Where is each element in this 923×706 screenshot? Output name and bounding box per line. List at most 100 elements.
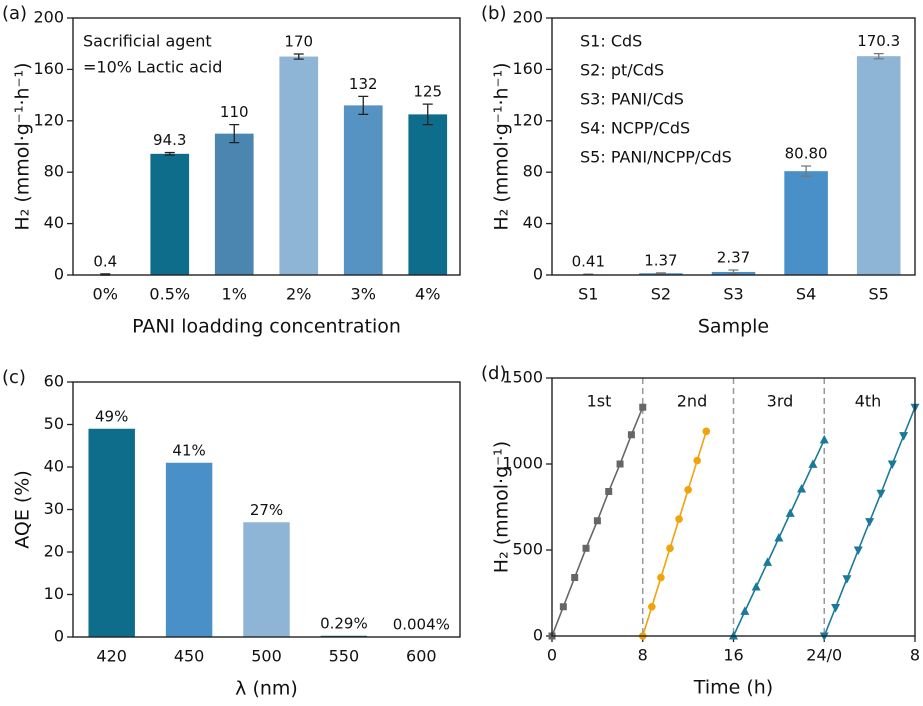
error-bar bbox=[164, 151, 175, 156]
x-tick-label: 500 bbox=[251, 647, 282, 666]
y-tick-label: 30 bbox=[44, 499, 64, 518]
y-tick-label: 50 bbox=[44, 414, 64, 433]
bar bbox=[343, 105, 383, 275]
y-axis-label: H₂ (mmol·g⁻¹) bbox=[491, 441, 513, 573]
value-label: 110 bbox=[220, 103, 249, 121]
bar bbox=[150, 153, 190, 275]
marker bbox=[648, 602, 656, 611]
error-bar bbox=[358, 95, 369, 116]
x-axis-label: PANI loadding concentration bbox=[132, 316, 401, 338]
panel-label: (c) bbox=[2, 367, 26, 388]
marker bbox=[899, 432, 909, 441]
marker bbox=[853, 546, 863, 555]
x-tick-label: 420 bbox=[96, 647, 127, 666]
y-tick-label: 10 bbox=[44, 584, 64, 603]
y-tick-label: 80 bbox=[523, 162, 543, 181]
marker bbox=[763, 557, 773, 566]
x-tick-label: 0 bbox=[547, 646, 557, 665]
bar bbox=[784, 171, 828, 275]
y-axis-label: H₂ (mmol·g⁻¹·h⁻¹) bbox=[12, 62, 34, 230]
error-bar bbox=[293, 53, 304, 60]
annotation: S1: CdS bbox=[580, 32, 642, 51]
series-line bbox=[641, 431, 708, 637]
marker bbox=[751, 581, 761, 591]
annotation: Sacrificial agent bbox=[83, 32, 212, 51]
annotation: S5: PANI/NCPP/CdS bbox=[580, 148, 732, 167]
marker bbox=[729, 631, 738, 640]
marker bbox=[785, 508, 795, 517]
marker bbox=[797, 483, 807, 493]
annotation: S4: NCPP/CdS bbox=[580, 119, 690, 138]
y-tick-label: 80 bbox=[44, 162, 64, 181]
value-label: 49% bbox=[95, 407, 128, 425]
x-tick-label: 8 bbox=[910, 646, 920, 665]
marker bbox=[740, 606, 750, 615]
value-label: 1.37 bbox=[644, 251, 677, 269]
value-label: 170 bbox=[284, 32, 313, 50]
marker bbox=[616, 460, 624, 468]
y-tick-label: 0 bbox=[533, 265, 543, 284]
marker bbox=[605, 488, 613, 496]
y-tick-label: 160 bbox=[33, 59, 64, 78]
annotation: =10% Lactic acid bbox=[83, 58, 222, 77]
marker bbox=[702, 427, 711, 436]
plot-frame bbox=[551, 17, 916, 276]
marker bbox=[876, 489, 886, 499]
value-label: 125 bbox=[413, 83, 442, 101]
x-tick-label: S2 bbox=[651, 285, 671, 304]
bar bbox=[279, 56, 319, 275]
y-tick-label: 1500 bbox=[502, 368, 543, 387]
y-tick-label: 0 bbox=[533, 626, 543, 645]
x-tick-label: 0% bbox=[93, 285, 118, 304]
panel-label: (d) bbox=[481, 363, 506, 384]
y-tick-label: 120 bbox=[512, 110, 543, 129]
y-axis-label: AQE (%) bbox=[12, 470, 34, 549]
marker bbox=[639, 403, 647, 411]
marker bbox=[831, 603, 841, 613]
bar bbox=[214, 133, 254, 275]
x-tick-label: S3 bbox=[723, 285, 743, 304]
x-tick-label: S4 bbox=[796, 285, 816, 304]
error-bar bbox=[655, 272, 666, 275]
value-label: 0.4 bbox=[93, 252, 117, 270]
y-tick-label: 20 bbox=[44, 542, 64, 561]
value-label: 27% bbox=[250, 501, 283, 519]
x-tick-label: 2% bbox=[286, 285, 311, 304]
plot-frame bbox=[72, 381, 461, 638]
marker bbox=[657, 573, 665, 582]
x-tick-label: 0.5% bbox=[149, 285, 190, 304]
value-label: 41% bbox=[172, 441, 205, 459]
error-bar bbox=[422, 103, 433, 126]
x-axis-label: Time (h) bbox=[693, 677, 773, 699]
marker bbox=[808, 459, 818, 468]
marker bbox=[559, 603, 567, 611]
x-tick-label: S1 bbox=[578, 285, 598, 304]
value-label: 2.37 bbox=[717, 249, 750, 267]
marker bbox=[571, 574, 579, 582]
marker bbox=[842, 575, 852, 584]
y-tick-label: 60 bbox=[44, 372, 64, 391]
x-tick-label: 550 bbox=[329, 647, 360, 666]
bar bbox=[243, 522, 290, 637]
annotation: 4th bbox=[855, 392, 882, 411]
x-tick-label: S5 bbox=[869, 285, 889, 304]
marker bbox=[865, 518, 875, 527]
y-tick-label: 40 bbox=[44, 457, 64, 476]
marker bbox=[819, 632, 829, 641]
error-bar bbox=[229, 124, 240, 144]
x-tick-label: 600 bbox=[406, 647, 437, 666]
x-tick-label: 450 bbox=[174, 647, 205, 666]
x-tick-label: 4% bbox=[415, 285, 440, 304]
y-tick-label: 0 bbox=[54, 627, 64, 646]
error-bar bbox=[728, 269, 739, 275]
y-tick-label: 200 bbox=[33, 8, 64, 27]
bar bbox=[408, 114, 448, 275]
value-label: 132 bbox=[349, 75, 378, 93]
x-tick-label: 3% bbox=[351, 285, 376, 304]
panel-label: (a) bbox=[2, 3, 27, 24]
plot-frame bbox=[551, 377, 916, 637]
y-tick-label: 120 bbox=[33, 110, 64, 129]
value-label: 170.3 bbox=[857, 32, 900, 50]
annotation: S3: PANI/CdS bbox=[580, 90, 684, 109]
